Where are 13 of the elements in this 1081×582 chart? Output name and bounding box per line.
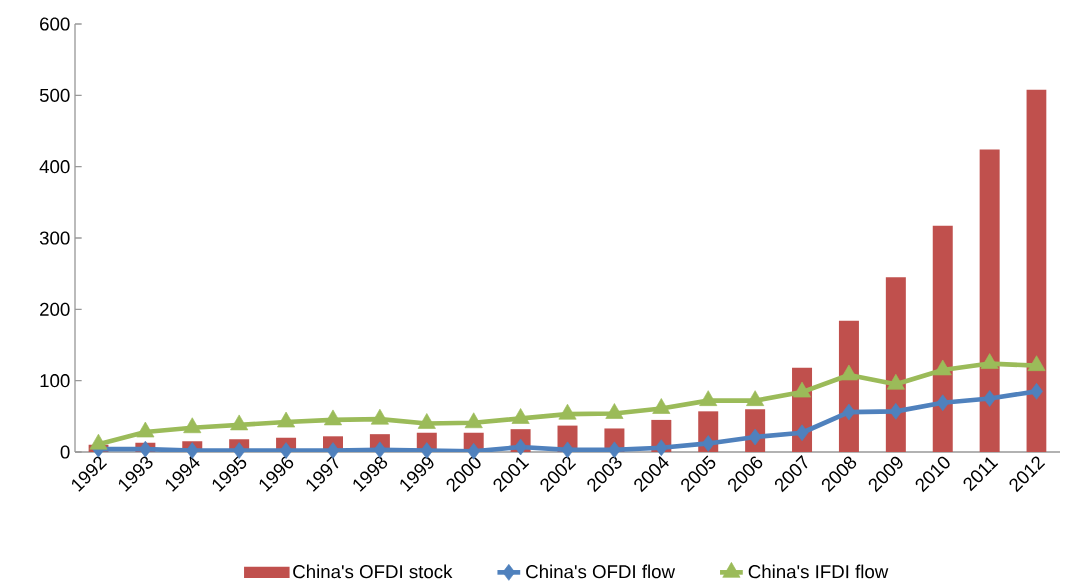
y-tick-label: 0 — [60, 445, 70, 459]
legend-label: China's OFDI flow — [526, 564, 676, 579]
y-tick-label: 500 — [39, 88, 70, 102]
bar — [1026, 89, 1047, 452]
y-tick-label: 300 — [39, 231, 70, 245]
legend-label: China's IFDI flow — [748, 564, 889, 579]
bar — [932, 225, 953, 452]
y-tick-label: 400 — [39, 160, 70, 174]
y-tick-label: 200 — [40, 302, 70, 316]
y-tick-label: 100 — [40, 374, 70, 388]
bar — [979, 149, 1000, 452]
y-tick-label: 600 — [40, 17, 70, 31]
legend-label: China's OFDI stock — [293, 564, 453, 579]
